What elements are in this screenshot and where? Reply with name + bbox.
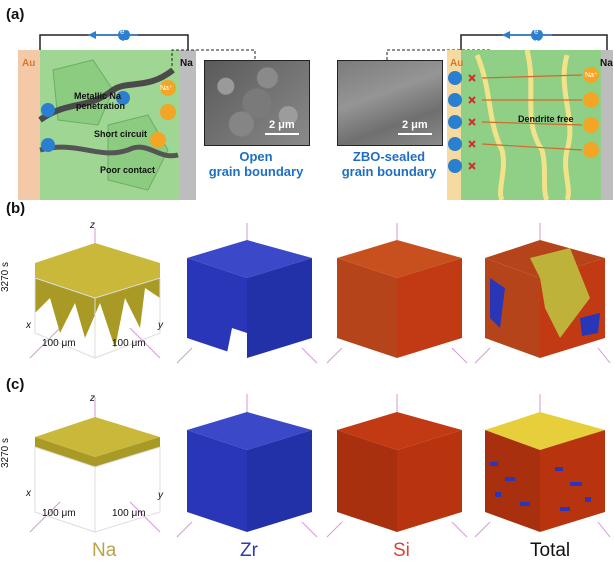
caption-zbo-line1: ZBO-sealed — [352, 149, 426, 164]
annotation-penetration: penetration — [76, 101, 126, 111]
time-b: 3270 s — [0, 261, 11, 292]
annotation-poor-contact: Poor contact — [100, 165, 156, 175]
axis-x-c: x — [26, 488, 31, 499]
time-c: 3270 s — [0, 437, 11, 468]
annotation-short-circuit: Short circuit — [94, 129, 148, 139]
element-label-na: Na — [92, 540, 117, 561]
electron-label-left: e⁻ — [120, 27, 129, 36]
panel-c-label: (c) — [6, 376, 25, 393]
dim-y-c: 100 μm — [112, 508, 146, 519]
cube-b-na — [29, 228, 161, 359]
na-label-right: Na — [600, 58, 613, 69]
dim-x-c: 100 μm — [42, 508, 76, 519]
dim-y-b: 100 μm — [112, 338, 146, 349]
sem-open-grain-boundary: 2 μm — [204, 60, 310, 146]
caption-open-line1: Open — [239, 149, 273, 164]
au-label-right: Au — [450, 58, 464, 69]
scale-left: 2 μm — [269, 119, 295, 131]
gbs-nzsp-drawing — [447, 29, 613, 202]
sodium-ion-label-left: Na⁺ — [160, 85, 173, 92]
cube-c-zr — [176, 394, 318, 538]
panel-a-label: (a) — [6, 6, 25, 23]
caption-open-line2: grain boundary — [208, 164, 304, 179]
cube-b-si — [326, 223, 468, 364]
axis-y-c: y — [158, 490, 163, 501]
element-label-si: Si — [393, 540, 410, 561]
panel-b-label: (b) — [6, 200, 26, 217]
cube-c-si — [326, 394, 468, 538]
element-label-zr: Zr — [240, 540, 258, 561]
electron-label-right: e⁻ — [534, 27, 543, 36]
axis-z-b: z — [90, 220, 95, 231]
cube-b-total — [474, 223, 611, 364]
au-label-left: Au — [22, 58, 36, 69]
bare-nzsp-schematic — [18, 29, 196, 200]
cube-b-zr — [176, 223, 318, 364]
element-label-total: Total — [530, 540, 571, 561]
axis-x-b: x — [26, 320, 31, 331]
connector-left — [171, 49, 256, 66]
dim-x-b: 100 μm — [42, 338, 76, 349]
annotation-metallic-na: Metallic Na — [74, 91, 122, 101]
axis-y-b: y — [158, 320, 163, 331]
sodium-ion-label-right: Na⁺ — [585, 72, 598, 79]
bare-nzsp-drawing — [18, 29, 196, 200]
cube-c-na — [29, 397, 161, 533]
bare-nzsp-title: Bare NZSP — [84, 39, 136, 50]
annotation-dendrite-free: Dendrite free — [518, 114, 574, 124]
sem-zbo-sealed-grain-boundary: 2 μm — [337, 60, 443, 146]
scale-right: 2 μm — [402, 119, 428, 131]
na-label-left: Na — [180, 58, 193, 69]
gbs-nzsp-title: GBS-NZSP — [510, 39, 562, 50]
gbs-nzsp-schematic — [447, 29, 613, 202]
axis-z-c: z — [90, 393, 95, 404]
caption-zbo-line2: grain boundary — [341, 164, 437, 179]
cube-c-total — [474, 394, 611, 538]
